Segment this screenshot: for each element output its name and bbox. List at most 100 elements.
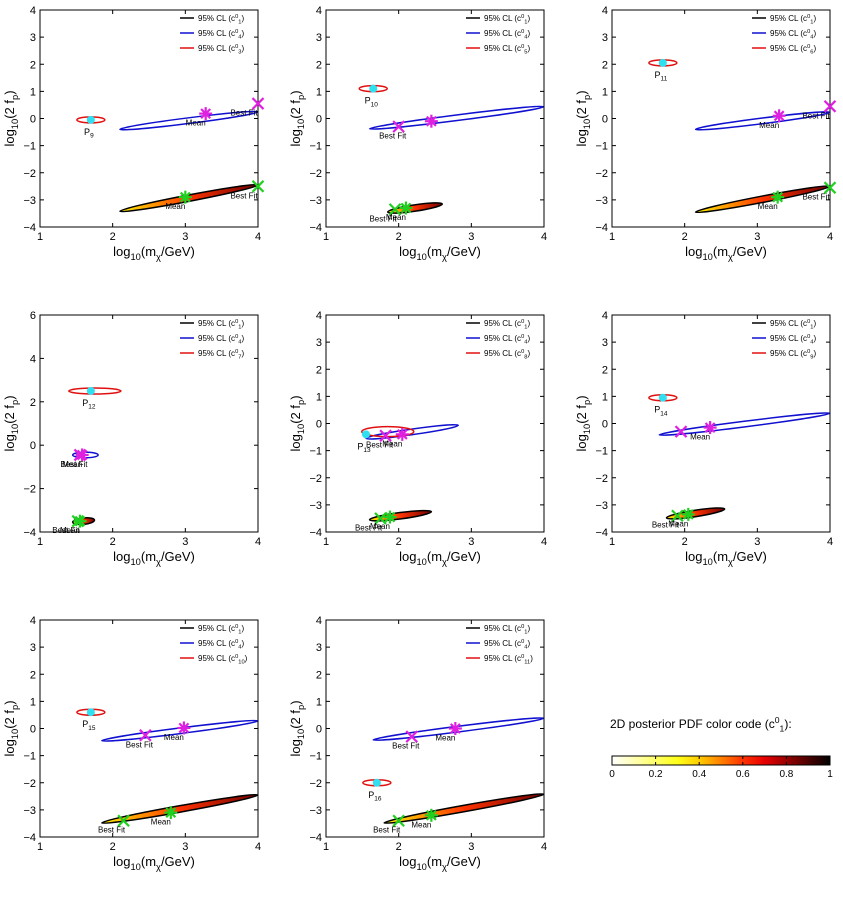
- contour-c1: [387, 202, 444, 214]
- y-tick-label: −4: [595, 222, 608, 234]
- x-tick-label: 3: [754, 536, 760, 548]
- chart-svg: 1 2 3 4 −4 −3 −2 −1 0 1 2 3 4 log10(mχ/GeV) log10(2 fp…: [574, 310, 833, 567]
- best-fit-marker-c4: [823, 100, 837, 113]
- y-tick-label: 4: [602, 310, 608, 322]
- contour-c1: [665, 507, 726, 520]
- y-tick-label: −3: [23, 805, 36, 817]
- x-tick-label: 4: [541, 231, 547, 243]
- y-tick-label: 4: [316, 5, 322, 17]
- x-tick-label: 2: [110, 231, 116, 243]
- benchmark-point-label: P13: [357, 441, 371, 454]
- panel-p16: 1 2 3 4 −4 −3 −2 −1 0 1 2 3 4 log10(mχ/GeV) log10(2 fp…: [286, 610, 567, 900]
- x-tick-label: 3: [182, 536, 188, 548]
- legend: 95% CL (c01) 95% CL (c04) 95% CL (c07): [180, 319, 244, 361]
- legend-entry: 95% CL (c01): [198, 14, 244, 26]
- x-tick-label: 2: [396, 841, 402, 853]
- y-tick-label: −2: [595, 168, 608, 180]
- mean-marker-c4: [703, 421, 717, 435]
- y-axis-label: log10(2 fp): [288, 700, 306, 756]
- chart-svg: 1 2 3 4 −4 −3 −2 −1 0 1 2 3 4 log10(mχ/GeV) log10(2 fp…: [2, 5, 265, 262]
- axes-frame: [325, 314, 545, 533]
- legend-entry: 95% CL (c03): [198, 44, 244, 56]
- y-tick-label: −1: [23, 751, 36, 763]
- black-mean-label: Mean: [165, 202, 185, 211]
- panel-p9: 1 2 3 4 −4 −3 −2 −1 0 1 2 3 4 log10(mχ/GeV) log10(2 fp…: [0, 0, 281, 290]
- blue-mean-label: Mean: [186, 119, 206, 128]
- y-tick-label: 3: [30, 642, 36, 654]
- y-tick-label: −1: [309, 141, 322, 153]
- y-tick-label: −4: [23, 222, 36, 234]
- plot-area: [361, 424, 460, 522]
- y-tick-label: 2: [30, 397, 36, 409]
- y-tick-label: 0: [30, 114, 36, 126]
- x-tick-label: 2: [110, 841, 116, 853]
- y-axis-label: log10(2 fp): [574, 395, 592, 451]
- black-fit-label: Best Fit: [355, 523, 383, 532]
- mean-marker-c1: [164, 806, 178, 820]
- y-axis-label: log10(2 fp): [2, 700, 20, 756]
- y-axis-label: log10(2 fp): [288, 395, 306, 451]
- contour-c4: [694, 111, 830, 131]
- y-tick-label: 2: [30, 59, 36, 71]
- legend-entry: 95% CL (c011): [484, 654, 533, 666]
- legend-entry: 95% CL (c04): [770, 334, 816, 346]
- y-tick-label: −3: [309, 500, 322, 512]
- y-tick-label: 1: [316, 86, 322, 98]
- legend-entry: 95% CL (c09): [770, 349, 816, 361]
- best-fit-marker-c1: [251, 180, 265, 193]
- legend-entry: 95% CL (c04): [770, 29, 816, 41]
- legend-entry: 95% CL (c08): [484, 349, 530, 361]
- black-fit-label: Best Fit: [652, 521, 680, 530]
- y-tick-label: 1: [316, 391, 322, 403]
- black-mean-label: Mean: [758, 202, 778, 211]
- y-tick-label: −3: [23, 195, 36, 207]
- best-fit-marker-c1: [823, 181, 837, 194]
- axes-frame: [39, 619, 259, 838]
- y-tick-label: 1: [30, 696, 36, 708]
- chart-svg: 1 2 3 4 −4 −3 −2 −1 0 1 2 3 4 log10(mχ/GeV) log10(2 fp…: [288, 5, 547, 262]
- y-tick-label: 3: [316, 642, 322, 654]
- best-fit-marker-c1: [117, 814, 130, 828]
- panel-p10: 1 2 3 4 −4 −3 −2 −1 0 1 2 3 4 log10(mχ/GeV) log10(2 fp…: [286, 0, 567, 290]
- figure: 1 2 3 4 −4 −3 −2 −1 0 1 2 3 4 log10(mχ/GeV) log10(2 fp…: [0, 0, 843, 872]
- y-tick-label: 0: [30, 440, 36, 452]
- y-tick-label: −4: [309, 222, 322, 234]
- mean-marker-c4: [772, 109, 786, 123]
- benchmark-point: [361, 430, 370, 439]
- y-tick-label: 0: [316, 419, 322, 431]
- black-mean-label: Mean: [151, 818, 171, 827]
- benchmark-point-label: P16: [368, 790, 382, 803]
- blue-mean-label: Mean: [435, 734, 455, 743]
- mean-marker-c4: [424, 114, 438, 128]
- legend-entry: 95% CL (c01): [484, 319, 530, 331]
- y-tick-label: 1: [602, 391, 608, 403]
- y-axis-label: log10(2 fp): [574, 90, 592, 146]
- legend-entry: 95% CL (c04): [198, 334, 244, 346]
- legend: 95% CL (c01) 95% CL (c04) 95% CL (c03): [180, 14, 244, 56]
- legend-entry: 95% CL (c010): [198, 654, 248, 666]
- legend-entry: 95% CL (c04): [198, 29, 244, 41]
- y-tick-label: −3: [309, 805, 322, 817]
- legend: 95% CL (c01) 95% CL (c04) 95% CL (c011): [466, 624, 533, 666]
- blue-mean-label: Mean: [62, 460, 82, 469]
- panel-p14: 1 2 3 4 −4 −3 −2 −1 0 1 2 3 4 log10(mχ/GeV) log10(2 fp…: [572, 305, 843, 595]
- y-tick-label: 0: [602, 419, 608, 431]
- contour-c4: [365, 424, 460, 440]
- x-tick-label: 4: [827, 536, 833, 548]
- y-tick-label: −2: [309, 473, 322, 485]
- y-tick-label: −2: [23, 778, 36, 790]
- legend: 95% CL (c01) 95% CL (c04) 95% CL (c09): [752, 319, 816, 361]
- y-tick-label: 4: [602, 5, 608, 17]
- legend-entry: 95% CL (c07): [198, 349, 244, 361]
- x-tick-label: 1: [323, 231, 329, 243]
- benchmark-point: [86, 115, 95, 124]
- y-tick-label: −4: [309, 527, 322, 539]
- y-tick-label: 0: [30, 724, 36, 736]
- y-tick-label: 0: [316, 114, 322, 126]
- benchmark-point-label: P10: [365, 96, 379, 109]
- x-tick-label: 4: [827, 231, 833, 243]
- benchmark-point: [86, 708, 95, 717]
- y-tick-label: −3: [595, 195, 608, 207]
- mean-marker-c4: [177, 721, 191, 735]
- y-tick-label: 2: [602, 59, 608, 71]
